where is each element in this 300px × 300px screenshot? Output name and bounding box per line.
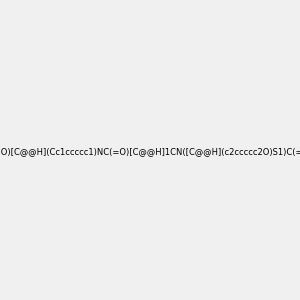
Text: OC(=O)[C@@H](Cc1ccccc1)NC(=O)[C@@H]1CN([C@@H](c2ccccc2O)S1)C(=O)CCS: OC(=O)[C@@H](Cc1ccccc1)NC(=O)[C@@H]1CN([…: [0, 147, 300, 156]
